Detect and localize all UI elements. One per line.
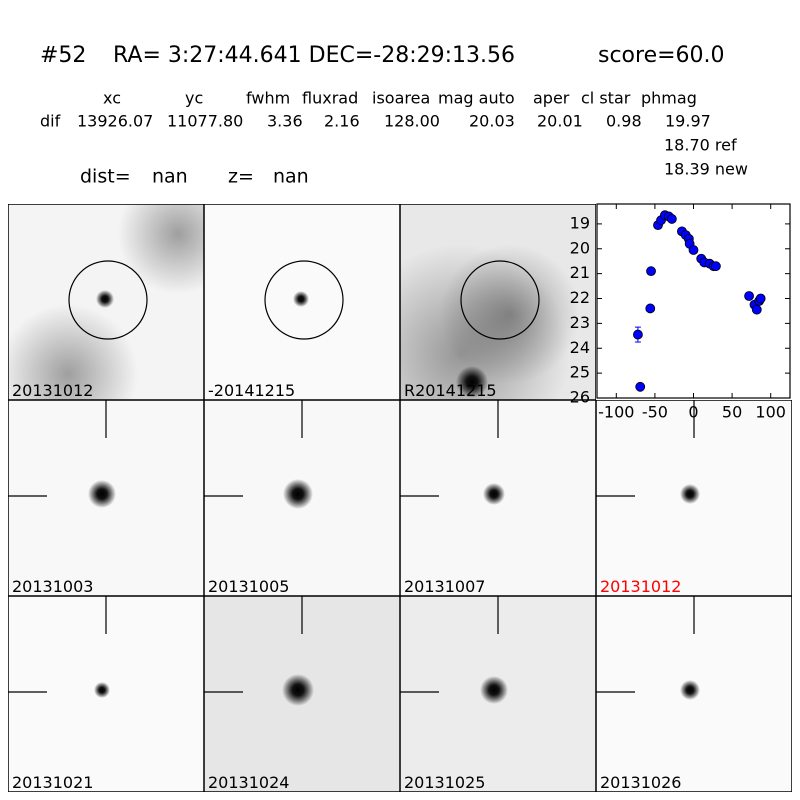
stamp-label: 20131005 — [208, 577, 289, 596]
stamp-label: 20131012 — [12, 381, 93, 400]
table-value: 11077.80 — [167, 112, 243, 131]
table-value: 20.03 — [469, 112, 515, 131]
y-tick-label: 22 — [570, 288, 590, 307]
row-label: dif — [40, 112, 61, 131]
source — [480, 676, 508, 704]
galaxy-glow — [440, 244, 580, 384]
data-point — [751, 304, 762, 315]
y-tick-label: 19 — [570, 213, 590, 232]
source — [282, 674, 314, 706]
stamp-label: 20131007 — [404, 577, 485, 596]
data-point — [646, 266, 656, 277]
table-value: 128.00 — [384, 112, 440, 131]
table-value: 3.36 — [267, 112, 303, 131]
table-value: 0.98 — [606, 112, 642, 131]
stamp: 20131026 — [596, 596, 792, 792]
source — [96, 290, 114, 308]
data-point — [744, 291, 754, 301]
column-header: aper — [533, 89, 570, 108]
stamp-label: 20131024 — [208, 773, 289, 792]
stamp-label: 20131021 — [12, 773, 93, 792]
dist-label: dist= — [80, 166, 131, 188]
stamp: 20131012 — [8, 204, 204, 400]
source — [293, 291, 309, 307]
source — [680, 484, 700, 504]
source — [456, 366, 488, 398]
y-tick-label: 24 — [570, 338, 590, 357]
column-header: xc — [103, 89, 121, 108]
column-header: cl star — [581, 89, 631, 108]
stamp-label: 20131012 — [600, 577, 681, 596]
stamp: 20131003 — [8, 400, 204, 596]
data-point — [645, 303, 656, 314]
aperture — [264, 260, 344, 340]
column-header: isoarea — [372, 89, 430, 108]
galaxy-glow — [8, 304, 138, 400]
column-header: fwhm — [246, 89, 290, 108]
galaxy-glow — [118, 204, 204, 294]
table-value: 20.01 — [537, 112, 583, 131]
phmag-extra: 18.39 new — [664, 160, 748, 179]
stamp: R20141215 — [400, 204, 596, 400]
aperture — [68, 260, 148, 340]
stamp: -20141215 — [204, 204, 400, 400]
column-header: mag auto — [438, 89, 515, 108]
data-point — [710, 261, 721, 272]
stamp-label: 20131025 — [404, 773, 485, 792]
source — [88, 480, 116, 508]
stamp: 20131007 — [400, 400, 596, 596]
coordinates: RA= 3:27:44.641 DEC=-28:29:13.56 — [113, 43, 515, 68]
x-tick-label: -100 — [598, 403, 634, 422]
stamp: 20131025 — [400, 596, 596, 792]
stamp-label: R20141215 — [404, 381, 497, 400]
data-point — [755, 293, 766, 304]
data-point — [666, 214, 677, 224]
y-tick-label: 20 — [570, 238, 590, 257]
x-tick-label: 0 — [688, 403, 698, 422]
table-value: 2.16 — [324, 112, 360, 131]
table-value: 13926.07 — [77, 112, 153, 131]
z-value: nan — [273, 166, 309, 188]
stamp-label: 20131026 — [600, 773, 681, 792]
z-label: z= — [228, 166, 254, 188]
source — [283, 479, 313, 509]
source — [483, 483, 505, 505]
stamp: 20131024 — [204, 596, 400, 792]
data-point — [688, 245, 699, 255]
score: score=60.0 — [598, 43, 725, 68]
y-tick-label: 23 — [570, 313, 590, 332]
data-point — [633, 329, 643, 340]
stamp-label: 20131003 — [12, 577, 93, 596]
column-header: fluxrad — [302, 89, 358, 108]
candidate-id: #52 — [40, 43, 86, 68]
x-tick-label: 50 — [722, 403, 742, 422]
x-tick-label: 100 — [755, 403, 786, 422]
source — [680, 680, 700, 700]
y-tick-label: 26 — [570, 388, 590, 407]
phmag-extra: 18.70 ref — [664, 136, 737, 155]
dist-value: nan — [152, 166, 188, 188]
stamp-label: -20141215 — [208, 381, 295, 400]
x-tick-label: -50 — [642, 403, 668, 422]
y-tick-label: 21 — [570, 263, 590, 282]
stamp: 20131005 — [204, 400, 400, 596]
source — [94, 682, 110, 698]
column-header: yc — [185, 89, 203, 108]
stamp: 20131021 — [8, 596, 204, 792]
data-point — [635, 381, 646, 392]
y-tick-label: 25 — [570, 363, 590, 382]
table-value: 19.97 — [665, 112, 711, 131]
stamp: 20131012 — [596, 400, 792, 596]
aperture — [460, 260, 540, 340]
column-header: phmag — [641, 89, 697, 108]
